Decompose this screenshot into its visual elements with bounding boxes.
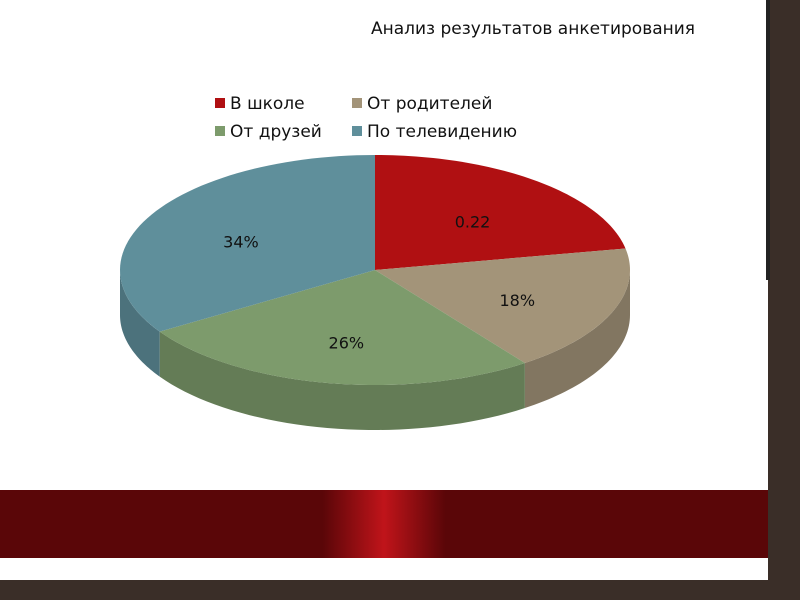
pie-slice	[120, 155, 376, 332]
pie-slice	[375, 248, 630, 364]
slice-side	[524, 270, 630, 409]
data-label: 0.22	[455, 212, 491, 231]
legend-label: В школе	[230, 94, 305, 114]
legend-swatch	[352, 126, 362, 136]
legend-label: От родителей	[367, 94, 492, 114]
data-label: 34%	[223, 232, 259, 251]
legend-swatch	[215, 98, 225, 108]
legend-swatch	[352, 98, 362, 108]
panel-edge	[766, 0, 770, 280]
data-label: 18%	[499, 291, 535, 310]
legend-label: От друзей	[230, 122, 322, 142]
pie-slice	[375, 155, 626, 270]
pie-chart: 0.22 18% 26% 34% В школе От родителей От друзе…	[120, 94, 630, 430]
legend-label: По телевидению	[367, 122, 517, 142]
pie-slice	[159, 270, 525, 385]
slice-side	[159, 331, 525, 430]
legend-swatch	[215, 126, 225, 136]
slice-side	[120, 270, 160, 377]
chart-title: Анализ результатов анкетирования	[371, 19, 695, 39]
data-label: 26%	[329, 333, 365, 352]
decor-band	[0, 490, 768, 558]
